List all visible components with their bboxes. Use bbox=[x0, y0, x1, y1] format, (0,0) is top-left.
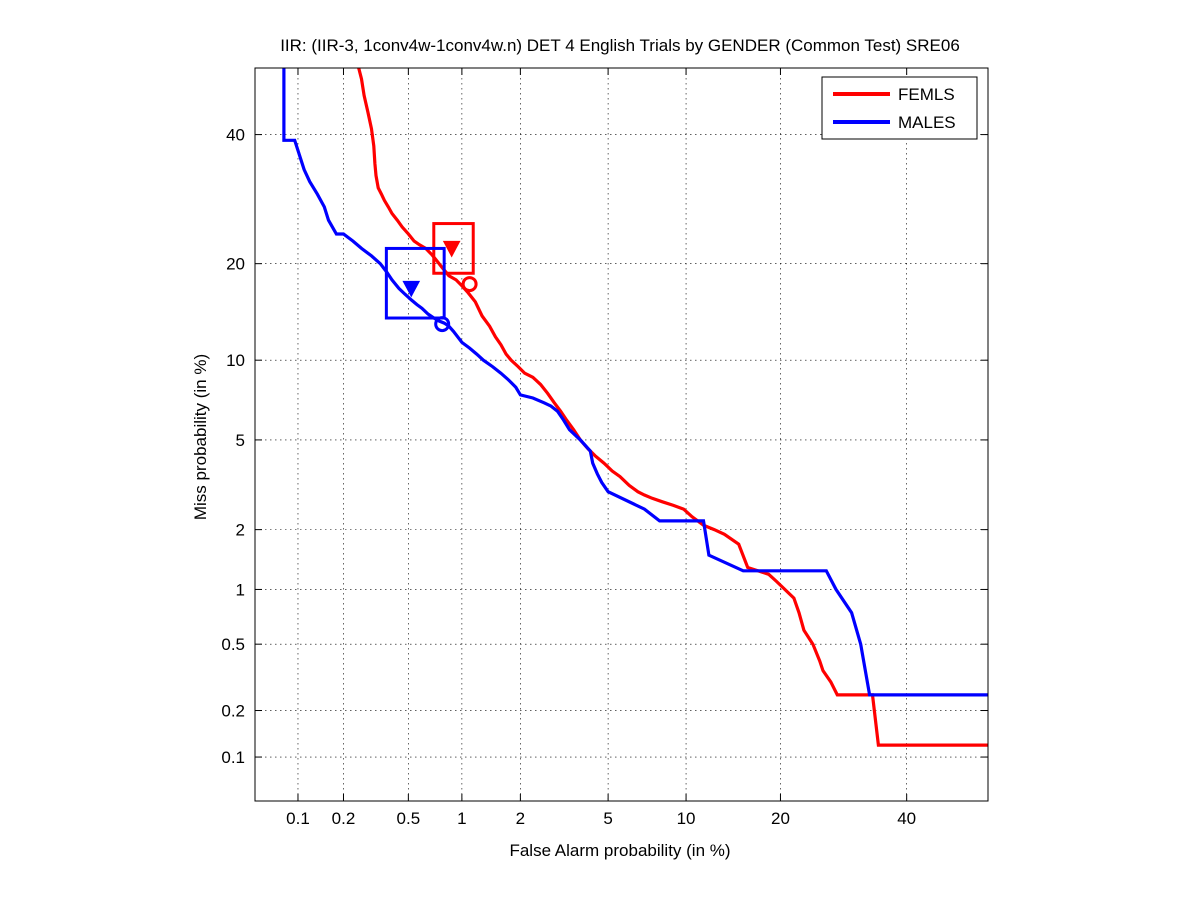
x-tick-label: 1 bbox=[457, 809, 466, 828]
y-tick-label: 0.5 bbox=[221, 635, 245, 654]
x-axis-label: False Alarm probability (in %) bbox=[509, 841, 730, 860]
legend-box bbox=[821, 76, 978, 140]
x-tick-label: 0.2 bbox=[332, 809, 356, 828]
x-tick-label: 0.5 bbox=[397, 809, 421, 828]
axis-ticks: 0.1 0.2 0.5 1 2 5 10 20 40 0.1 0.2 0.5 1 2 5 10 20 40 bbox=[221, 68, 988, 828]
y-tick-label: 1 bbox=[236, 580, 245, 599]
series-line-males bbox=[282, 68, 988, 697]
y-tick-label: 10 bbox=[226, 351, 245, 370]
x-tick-label: 2 bbox=[516, 809, 525, 828]
y-tick-label: 5 bbox=[236, 431, 245, 450]
y-tick-label: 0.1 bbox=[221, 748, 245, 767]
x-tick-label: 5 bbox=[603, 809, 612, 828]
grid bbox=[255, 68, 988, 801]
legend-label-males: MALES bbox=[898, 113, 956, 132]
chart-title: IIR: (IIR-3, 1conv4w-1conv4w.n) DET 4 En… bbox=[280, 36, 960, 55]
x-tick-label: 40 bbox=[897, 809, 916, 828]
actual-dcf-marker-femls bbox=[442, 240, 461, 258]
legend: FEMLS MALES bbox=[821, 76, 978, 140]
x-tick-label: 10 bbox=[677, 809, 696, 828]
y-tick-label: 2 bbox=[236, 521, 245, 540]
x-tick-label: 0.1 bbox=[286, 809, 310, 828]
y-tick-label: 0.2 bbox=[221, 702, 245, 721]
min-dcf-marker-femls bbox=[461, 276, 478, 293]
legend-label-femls: FEMLS bbox=[898, 85, 955, 104]
series-line-femls bbox=[357, 67, 988, 747]
series-lines bbox=[282, 67, 988, 747]
operating-point-markers bbox=[384, 222, 478, 333]
y-tick-label: 40 bbox=[226, 126, 245, 145]
x-tick-label: 20 bbox=[771, 809, 790, 828]
actual-dcf-marker-males bbox=[402, 280, 421, 298]
confidence-box-males bbox=[384, 246, 446, 320]
y-axis-label: Miss probability (in %) bbox=[191, 354, 210, 520]
y-tick-label: 20 bbox=[226, 255, 245, 274]
plot-frame bbox=[254, 67, 989, 802]
